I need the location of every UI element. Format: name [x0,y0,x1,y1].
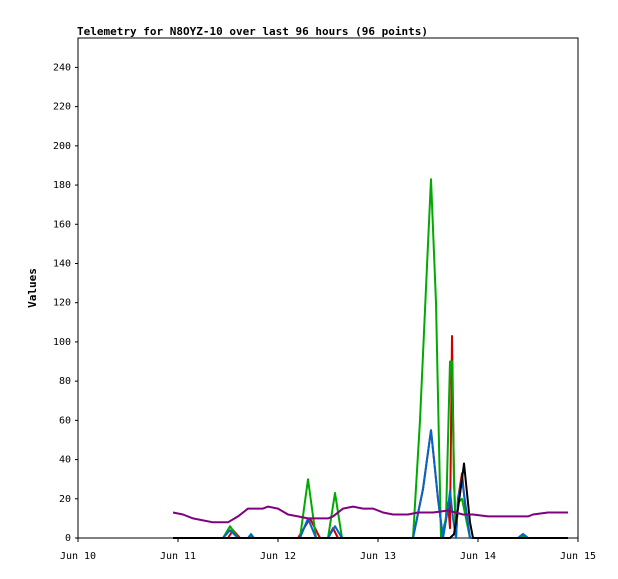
y-tick-label: 140 [53,258,71,269]
y-axis-label: Values [26,268,39,308]
x-tick-label: Jun 14 [460,551,496,562]
y-tick-label: 20 [59,494,71,505]
chart-title: Telemetry for N8OYZ-10 over last 96 hour… [77,25,428,38]
y-tick-label: 0 [65,533,71,544]
x-tick-label: Jun 13 [360,551,396,562]
y-tick-label: 240 [53,62,71,73]
y-tick-label: 220 [53,102,71,113]
y-tick-label: 120 [53,298,71,309]
y-tick-label: 180 [53,180,71,191]
plot-frame [77,37,579,539]
x-tick-label: Jun 10 [60,551,96,562]
series-line-2 [173,178,568,539]
x-tick-label: Jun 12 [260,551,296,562]
series-lines [172,178,568,539]
series-line-4 [173,462,568,539]
y-axis-ticks: 0 20 40 60 80 100 120 140 160 180 200 220 240 [53,62,78,544]
x-tick-label: Jun 11 [160,551,196,562]
y-tick-label: 40 [59,455,71,466]
y-tick-label: 200 [53,141,71,152]
y-tick-label: 60 [59,415,71,426]
y-tick-label: 80 [59,376,71,387]
y-tick-label: 160 [53,219,71,230]
y-tick-label: 100 [53,337,71,348]
x-tick-label: Jun 15 [560,551,596,562]
x-axis-ticks: Jun 10 Jun 11 Jun 12 Jun 13 Jun 14 Jun 15 [60,538,596,562]
series-line-3 [173,429,568,539]
series-line-5 [172,505,568,524]
